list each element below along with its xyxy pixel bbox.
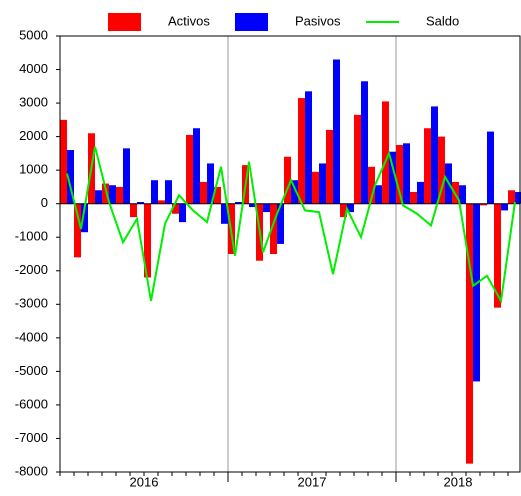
bar (473, 203, 480, 382)
bar (515, 191, 521, 204)
bar (403, 143, 410, 204)
bar (270, 203, 277, 254)
bar (74, 203, 81, 258)
bar (494, 203, 501, 308)
bar (172, 203, 179, 214)
bar (312, 171, 319, 204)
bar (109, 185, 116, 204)
bar (95, 190, 102, 204)
bar (81, 203, 88, 233)
legend-label: Saldo (426, 13, 459, 28)
bar (123, 148, 130, 204)
bar (389, 151, 396, 204)
y-tick-label: 5000 (19, 27, 48, 42)
bar (431, 106, 438, 204)
bar (116, 186, 123, 204)
bar (221, 203, 228, 224)
bar (354, 114, 361, 204)
bar (186, 134, 193, 204)
legend-swatch (108, 13, 141, 31)
bar (207, 163, 214, 204)
bar (319, 163, 326, 204)
y-tick-label: -3000 (15, 296, 48, 311)
bar (137, 202, 144, 204)
bar (67, 150, 74, 204)
bar (361, 81, 368, 204)
bar (144, 203, 151, 278)
y-tick-label: 2000 (19, 128, 48, 143)
bar (291, 180, 298, 204)
y-tick-label: -5000 (15, 363, 48, 378)
x-group-label: 2017 (298, 474, 327, 489)
bar (179, 203, 186, 223)
bar (340, 203, 347, 218)
x-group-label: 2018 (444, 474, 473, 489)
x-group-label: 2016 (130, 474, 159, 489)
bar (382, 101, 389, 204)
bar (200, 181, 207, 204)
y-tick-label: -4000 (15, 329, 48, 344)
bar (60, 119, 67, 204)
bar (459, 185, 466, 204)
bar (249, 203, 256, 208)
bar (277, 203, 284, 244)
bar (193, 128, 200, 204)
bar (466, 203, 473, 464)
bar (368, 166, 375, 204)
bar (501, 203, 508, 211)
bar (417, 181, 424, 204)
bar (396, 145, 403, 204)
legend-label: Activos (168, 13, 210, 28)
bar (508, 190, 515, 204)
y-tick-label: 0 (41, 195, 48, 210)
bar (487, 131, 494, 204)
bar (305, 91, 312, 204)
legend-swatch (235, 13, 268, 31)
bar (102, 183, 109, 204)
bar (235, 202, 242, 204)
y-tick-label: 3000 (19, 95, 48, 110)
plot-frame (59, 35, 521, 473)
bar (284, 156, 291, 204)
line (66, 146, 516, 305)
bar (410, 191, 417, 204)
y-tick-label: 4000 (19, 61, 48, 76)
y-tick-label: -8000 (15, 463, 48, 478)
bar (214, 186, 221, 204)
y-tick-label: -1000 (15, 229, 48, 244)
bar (130, 203, 137, 218)
bar (333, 59, 340, 204)
bar (347, 203, 354, 213)
bar (326, 129, 333, 204)
bar (375, 185, 382, 204)
legend-label: Pasivos (295, 13, 341, 28)
bar (165, 180, 172, 204)
y-tick-label: -7000 (15, 430, 48, 445)
y-tick-label: -6000 (15, 396, 48, 411)
y-tick-label: -2000 (15, 262, 48, 277)
bar (424, 128, 431, 204)
bar (480, 203, 487, 206)
bar (151, 180, 158, 204)
bar (158, 200, 165, 204)
y-tick-label: 1000 (19, 162, 48, 177)
bar (263, 203, 270, 213)
bar (298, 98, 305, 204)
bar (438, 136, 445, 204)
